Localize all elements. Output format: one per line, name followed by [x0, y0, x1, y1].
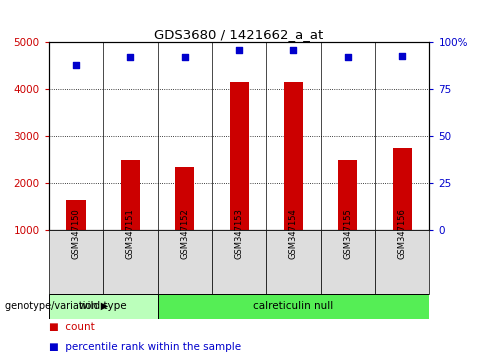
Bar	[49, 230, 103, 294]
Text: wild type: wild type	[80, 301, 127, 311]
Bar	[229, 82, 249, 230]
Bar	[175, 167, 194, 230]
Text: GSM347151: GSM347151	[126, 208, 135, 259]
Text: GSM347152: GSM347152	[180, 208, 189, 259]
Text: GSM347154: GSM347154	[289, 208, 298, 259]
Bar	[338, 160, 357, 230]
Text: calreticulin null: calreticulin null	[253, 301, 334, 311]
Text: ■  percentile rank within the sample: ■ percentile rank within the sample	[49, 342, 241, 352]
Text: ■  count: ■ count	[49, 322, 95, 332]
Point	[235, 47, 243, 53]
Bar	[158, 294, 429, 319]
Text: GSM347153: GSM347153	[235, 208, 244, 259]
Bar	[266, 230, 321, 294]
Bar	[49, 294, 158, 319]
Bar	[66, 200, 85, 230]
Text: genotype/variation ▶: genotype/variation ▶	[5, 301, 108, 311]
Bar	[393, 148, 412, 230]
Bar	[212, 230, 266, 294]
Bar	[103, 230, 158, 294]
Bar	[121, 160, 140, 230]
Point	[398, 53, 406, 58]
Bar	[284, 82, 303, 230]
Point	[289, 47, 297, 53]
Point	[72, 62, 80, 68]
Point	[126, 55, 134, 60]
Bar	[158, 230, 212, 294]
Bar	[375, 230, 429, 294]
Bar	[321, 230, 375, 294]
Text: GSM347150: GSM347150	[71, 208, 81, 259]
Text: GSM347156: GSM347156	[398, 208, 407, 259]
Text: GSM347155: GSM347155	[344, 208, 352, 259]
Point	[344, 55, 352, 60]
Point	[181, 55, 189, 60]
Title: GDS3680 / 1421662_a_at: GDS3680 / 1421662_a_at	[155, 28, 324, 41]
